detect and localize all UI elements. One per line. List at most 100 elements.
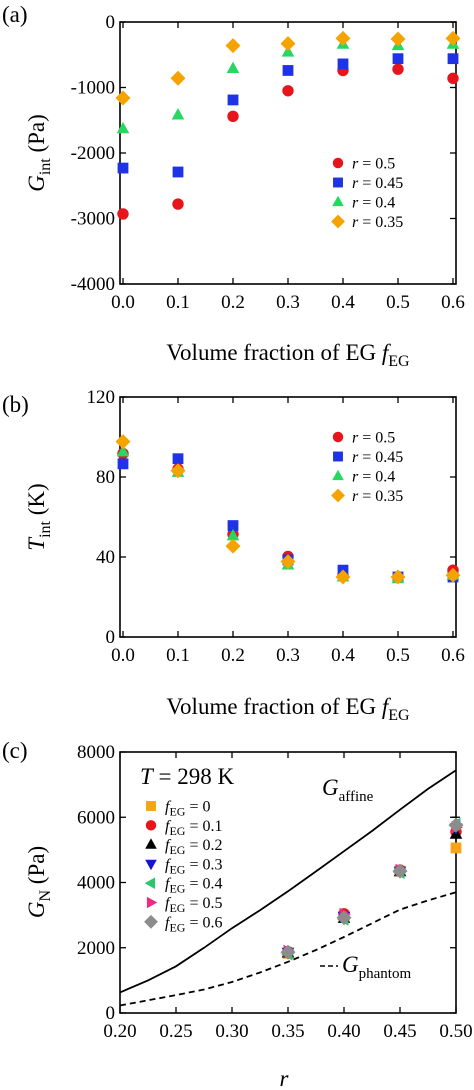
panel-b-legend: r = 0.5 r = 0.45 r = 0.4 r = 0.35 [331, 430, 403, 505]
y-tick-label: 4000 [77, 873, 115, 894]
data-point [115, 434, 131, 450]
data-point [170, 463, 186, 479]
data-point [171, 108, 185, 120]
data-point [116, 445, 130, 457]
legend-entry: r = 0.45 [352, 175, 403, 192]
legend-entry: r = 0.45 [352, 449, 403, 466]
data-point [280, 36, 296, 52]
y-tick-label: 0 [106, 1003, 116, 1024]
data-point [392, 863, 408, 879]
panel-c: (c) 0.20 0.25 0.30 0.35 0.40 0.45 0.50 0 2000 400… [2, 738, 473, 1090]
legend-entry: r = 0.4 [352, 469, 395, 486]
data-point [390, 31, 406, 47]
x-tick-label: 0.4 [331, 292, 355, 313]
legend-marker [145, 820, 157, 831]
data-point [225, 538, 241, 554]
g-affine-label: Gaffine [322, 775, 374, 805]
legend-marker [332, 431, 344, 443]
legend-marker [331, 488, 345, 503]
legend-marker [146, 896, 158, 909]
panel-c-temperature: T = 298 K [140, 764, 235, 789]
panel-a-frame [119, 21, 457, 285]
data-point [282, 85, 294, 97]
legend-entry: fEG = 0 [165, 799, 210, 819]
y-tick-label: 80 [96, 467, 115, 488]
legend-marker [145, 838, 157, 849]
legend-entry: r = 0.5 [352, 430, 395, 447]
y-tick-label: 0 [106, 627, 116, 648]
legend-entry: r = 0.5 [352, 156, 395, 173]
panel-c-marks [280, 816, 464, 961]
data-point [227, 520, 239, 531]
legend-entry: fEG = 0.4 [165, 876, 222, 896]
y-tick-label: -2000 [71, 143, 115, 164]
legend-marker [333, 451, 343, 462]
y-tick-label: 40 [96, 547, 115, 568]
legend-marker [331, 214, 345, 229]
x-tick-label: 0.5 [386, 645, 410, 666]
data-point [226, 529, 240, 541]
panel-a-ticks: 0.0 0.1 0.2 0.3 0.4 0.5 0.6 -4000 -3000 -2000 -100… [71, 12, 465, 313]
data-point [225, 38, 241, 54]
panel-a-legend: r = 0.5 r = 0.45 r = 0.4 r = 0.35 [331, 156, 403, 231]
data-point [335, 30, 351, 46]
x-tick-label: 0.5 [386, 292, 410, 313]
data-point [280, 944, 296, 960]
x-tick-label: 0.6 [441, 645, 465, 666]
data-point [117, 208, 129, 220]
panel-a-label: (a) [2, 2, 28, 27]
legend-marker [332, 157, 344, 169]
x-tick-label: 0.35 [271, 1021, 304, 1042]
x-tick-label: 0.3 [276, 645, 300, 666]
data-point [172, 453, 184, 465]
legend-entry: r = 0.4 [352, 195, 395, 212]
y-tick-label: 2000 [77, 938, 115, 959]
x-tick-label: 0.1 [166, 292, 190, 313]
legend-marker [332, 469, 344, 481]
g-affine-curve [119, 769, 457, 994]
data-point [447, 53, 459, 65]
legend-entry: fEG = 0.3 [165, 856, 222, 876]
x-tick-label: 0.0 [111, 645, 135, 666]
panel-c-ticks: 0.20 0.25 0.30 0.35 0.40 0.45 0.50 0 2000 4000 600… [77, 742, 473, 1042]
legend-entry: fEG = 0.5 [165, 895, 222, 915]
y-tick-label: 6000 [77, 807, 115, 828]
y-tick-label: 0 [106, 12, 116, 33]
x-tick-label: 0.4 [331, 645, 355, 666]
panel-a-marks [115, 30, 461, 220]
legend-marker [333, 177, 343, 188]
data-point [335, 569, 351, 585]
panel-c-label: (c) [2, 738, 28, 763]
x-tick-label: 0.45 [383, 1021, 416, 1042]
x-tick-label: 0.50 [439, 1021, 472, 1042]
g-phantom-label: Gphantom [342, 952, 411, 982]
panel-c-xlabel: r [280, 1066, 290, 1090]
panel-b-ylabel: Tint (K) [24, 483, 54, 550]
legend-marker [332, 195, 344, 207]
x-tick-label: 0.2 [221, 645, 245, 666]
panel-a-ylabel: Gint (Pa) [24, 114, 54, 192]
data-point [172, 198, 184, 210]
data-point [115, 90, 131, 106]
panel-a: (a) 0.0 0.1 0.2 0.3 0.4 0.5 0.6 -4000 -3000 -2000… [2, 2, 465, 370]
data-point [336, 910, 352, 926]
panel-b-xlabel: Volume fraction of EG fEG [166, 694, 410, 724]
data-point [280, 554, 296, 570]
data-point [447, 72, 459, 85]
y-tick-label: 120 [87, 387, 116, 408]
panel-c-ylabel: GN (Pa) [24, 846, 54, 918]
y-tick-label: -4000 [71, 274, 115, 295]
legend-entry: fEG = 0.2 [165, 837, 222, 857]
data-point [227, 94, 239, 106]
data-point [227, 110, 239, 123]
legend-entry: fEG = 0.1 [165, 818, 222, 838]
y-tick-label: -1000 [71, 78, 115, 99]
y-tick-label: 8000 [77, 742, 115, 763]
x-tick-label: 0.25 [159, 1021, 192, 1042]
data-point [117, 162, 129, 174]
g-phantom-curve [119, 891, 457, 1007]
legend-entry: r = 0.35 [352, 488, 403, 505]
x-tick-label: 0.0 [111, 292, 135, 313]
